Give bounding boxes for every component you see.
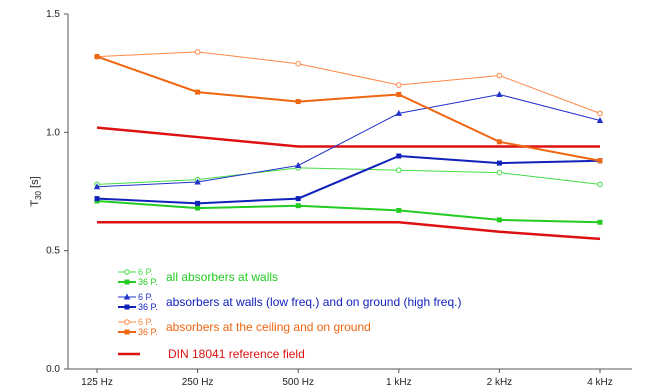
y-axis-title-main: T [29, 200, 41, 207]
series-layer [93, 49, 604, 225]
data-point-ground_6 [395, 109, 402, 116]
legend-label: absorbers at walls (low freq.) and on gr… [166, 295, 461, 309]
x-tick-label: 250 Hz [182, 377, 214, 388]
data-point-ground_6 [496, 90, 503, 97]
data-point-ground_6 [194, 178, 201, 185]
y-tick-label: 0.5 [46, 246, 60, 257]
data-point-ground_6 [93, 183, 101, 190]
axes: 0.0 0.5 1.0 1.5 125 Hz 250 Hz 500 Hz 1 kHz 2 kHz… [29, 9, 632, 388]
data-point-walls_36 [396, 207, 402, 213]
y-tick-label: 0.0 [46, 364, 60, 375]
legend-swatch-marker [123, 293, 131, 300]
y-tick-label: 1.0 [46, 127, 60, 138]
reference-line-lower [97, 221, 601, 241]
legend-entry: DIN 18041 reference field [118, 347, 305, 361]
data-point-ceiling_36 [396, 91, 402, 97]
legend-series-name: 36 P. [138, 302, 158, 312]
x-tick-label: 4 kHz [587, 377, 613, 388]
reference-line-upper [96, 126, 600, 148]
x-tick-label: 2 kHz [487, 377, 513, 388]
series-line-walls_36 [96, 199, 601, 224]
x-tick-label: 500 Hz [282, 377, 314, 388]
data-point-ceiling_36 [597, 158, 603, 164]
data-point-ceiling_6 [194, 49, 201, 55]
data-point-walls_36 [597, 219, 603, 225]
x-tick-label: 1 kHz [386, 377, 412, 388]
legend-swatch-marker [124, 304, 130, 310]
series-line-walls_6 [96, 167, 601, 185]
legend-series-name: 36 P. [138, 327, 158, 337]
x-tick-label: 125 Hz [81, 377, 113, 388]
legend-series-name: 36 P. [138, 277, 158, 287]
data-point-ceiling_6 [295, 60, 302, 67]
legend-swatch-marker [124, 319, 130, 325]
y-axis-title-unit: [s] [29, 176, 41, 191]
data-point-walls_6 [597, 181, 603, 188]
y-tick-label: 1.5 [46, 9, 60, 20]
data-point-ceiling_6 [597, 110, 603, 117]
legend-swatch-marker [124, 329, 130, 335]
data-point-ground_36 [295, 196, 301, 202]
data-point-ceiling_36 [295, 99, 301, 105]
y-axis-title-subscript: 30 [34, 190, 43, 199]
data-point-walls_36 [195, 205, 201, 211]
legend-entry: 6 P.36 P. absorbers at walls (low freq.) … [118, 292, 461, 312]
data-point-ground_36 [94, 196, 100, 202]
data-point-walls_36 [496, 217, 502, 223]
data-point-ceiling_36 [94, 54, 100, 60]
series-ground_36 [94, 153, 603, 206]
legend-swatch-marker [124, 279, 130, 285]
legend-label: DIN 18041 reference field [168, 347, 305, 361]
legend-label: absorbers at the ceiling and on ground [166, 320, 371, 334]
series-ground_6 [93, 90, 604, 190]
data-point-walls_36 [295, 203, 301, 209]
legend-series-name: 6 P. [138, 292, 153, 302]
series-line-ceiling_6 [96, 51, 601, 114]
data-point-ground_6 [295, 161, 302, 168]
data-point-ceiling_6 [396, 82, 402, 88]
legend-entry: 6 P.36 P. all absorbers at walls [118, 267, 278, 287]
legend-series-name: 6 P. [138, 267, 153, 277]
series-line-ceiling_36 [96, 55, 601, 162]
reference-field [96, 126, 601, 241]
series-line-ground_6 [96, 93, 601, 188]
data-point-ground_36 [396, 153, 402, 159]
data-point-walls_6 [496, 169, 503, 176]
data-point-walls_6 [396, 167, 402, 173]
legend-swatch-marker [124, 269, 130, 275]
data-point-ceiling_6 [496, 72, 503, 79]
data-point-ground_36 [195, 200, 201, 206]
series-ceiling_36 [94, 54, 603, 164]
data-point-ceiling_36 [496, 139, 502, 145]
y-axis-title: T30 [s] [29, 176, 43, 206]
data-point-ground_6 [596, 117, 604, 123]
data-point-ground_36 [496, 160, 502, 166]
series-line-ground_36 [96, 154, 601, 205]
data-point-ceiling_36 [195, 89, 201, 95]
legend-entry: 6 P.36 P. absorbers at the ceiling and on… [118, 317, 371, 337]
legend-series-name: 6 P. [138, 317, 153, 327]
legend-label: all absorbers at walls [166, 270, 278, 284]
